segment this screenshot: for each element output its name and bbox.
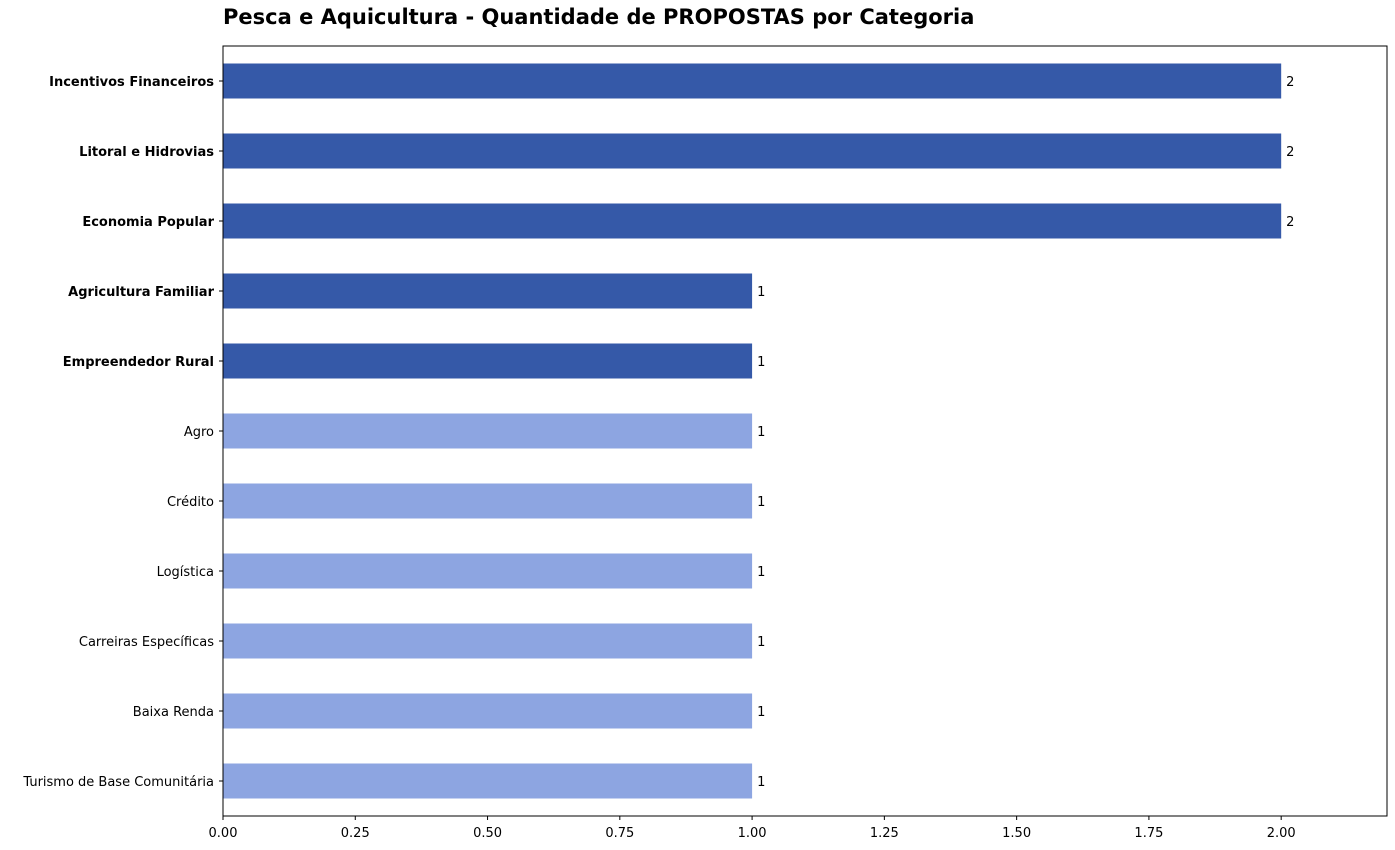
x-tick-label: 0.00: [209, 826, 238, 841]
x-tick-label: 1.50: [1002, 826, 1031, 841]
bar-value-label: 1: [757, 285, 765, 300]
bar-value-label: 1: [757, 775, 765, 790]
x-tick-label: 1.25: [870, 826, 899, 841]
y-tick-label: Agro: [184, 425, 214, 440]
bar-value-label: 1: [757, 635, 765, 650]
y-tick-label: Crédito: [167, 495, 214, 510]
x-tick-label: 1.75: [1134, 826, 1163, 841]
bar-value-label: 1: [757, 425, 765, 440]
y-tick-label: Carreiras Específicas: [79, 635, 214, 650]
bar-value-label: 2: [1286, 145, 1294, 160]
x-tick-label: 2.00: [1267, 826, 1296, 841]
y-tick-label: Incentivos Financeiros: [49, 75, 214, 90]
bar: [223, 413, 753, 449]
y-tick-label: Logística: [157, 565, 214, 580]
bar: [223, 693, 753, 729]
bar-value-label: 1: [757, 565, 765, 580]
y-tick-label: Litoral e Hidrovias: [79, 145, 214, 160]
bar: [223, 273, 753, 309]
plot-frame: [222, 45, 1388, 817]
x-tick-label: 0.75: [605, 826, 634, 841]
bar: [223, 343, 753, 379]
bar-value-label: 2: [1286, 75, 1294, 90]
bar-value-label: 2: [1286, 215, 1294, 230]
bar: [223, 483, 753, 519]
bar-value-label: 1: [757, 705, 765, 720]
bar-value-label: 1: [757, 495, 765, 510]
bar: [223, 623, 753, 659]
x-tick-label: 1.00: [738, 826, 767, 841]
chart-title: Pesca e Aquicultura - Quantidade de PROP…: [223, 5, 975, 29]
bar: [223, 553, 753, 589]
y-tick-label: Turismo de Base Comunitária: [22, 775, 214, 790]
bar: [223, 763, 753, 799]
bar: [223, 203, 1282, 239]
y-tick-label: Economia Popular: [82, 215, 214, 230]
bar: [223, 63, 1282, 99]
y-tick-label: Agricultura Familiar: [68, 285, 214, 300]
y-tick-label: Empreendedor Rural: [63, 355, 214, 370]
y-tick-label: Baixa Renda: [133, 705, 214, 720]
bar: [223, 133, 1282, 169]
x-tick-label: 0.50: [473, 826, 502, 841]
axes-layer: [219, 45, 1388, 820]
bars-layer: [223, 63, 1282, 799]
labels-layer: 2 Incentivos Financeiros 2 Litoral e Hidrov…: [22, 75, 1295, 841]
bar-value-label: 1: [757, 355, 765, 370]
x-tick-label: 0.25: [341, 826, 370, 841]
